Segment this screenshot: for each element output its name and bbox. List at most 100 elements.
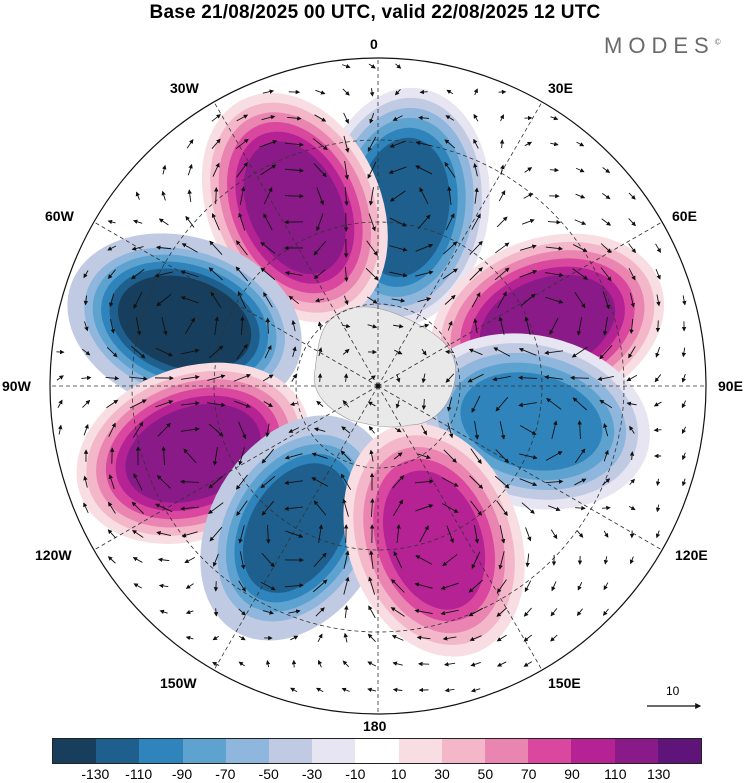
wind-arrow [654,374,662,383]
colorbar-tick-label: 90 [564,766,580,782]
wind-arrow [107,556,116,564]
meridian-line [377,101,543,387]
colorbar-swatch [528,739,572,763]
wind-arrow [180,479,200,484]
wind-arrow [343,632,348,643]
wind-arrow [414,608,433,614]
wind-arrow [133,583,143,589]
wind-arrow [496,500,508,516]
wind-arrow [498,190,506,202]
wind-arrow [681,426,687,435]
wind-arrow [370,498,375,518]
wind-arrow [265,423,270,438]
wind-arrow [288,427,300,433]
brand-text: MODES [604,33,715,58]
wind-arrow [343,112,349,124]
wind-arrow [288,295,299,305]
wind-arrow [603,530,609,538]
colorbar-swatch [225,739,270,763]
wind-arrow [181,375,200,380]
wind-arrow [260,241,276,254]
colorbar-swatch [312,739,356,763]
wind-arrow [523,634,533,642]
wind-arrow [317,321,323,330]
wind-arrow [499,525,506,544]
wind-arrow [421,425,427,436]
wind-arrow [628,505,636,511]
wind-arrow [600,267,612,282]
wind-arrow [444,161,456,178]
wind-arrow [473,88,478,96]
wind-arrow [389,190,406,202]
colorbar-ticks: -130 -110 -90 -70 -50 -30 -10 10 30 50 70 90 110 130 [0,766,750,783]
wind-arrow [629,292,635,308]
wind-arrow [155,245,172,250]
wind-arrow [131,501,145,515]
wind-arrow [603,449,609,462]
wind-arrow [545,246,564,251]
wind-arrow [213,608,219,617]
colorbar-tick-label: -130 [81,766,110,782]
wind-arrow [181,531,198,538]
lon-label-150w: 150W [160,675,197,691]
wind-arrow [213,187,219,205]
wind-arrow [396,373,401,383]
wind-arrow [314,114,327,122]
wind-arrow [157,422,171,437]
wind-arrow [445,213,455,231]
wind-arrow [342,323,351,329]
wind-arrow [211,114,221,122]
polar-map [49,57,707,715]
wind-arrow [518,347,537,356]
wind-arrow [367,661,377,667]
wind-arrow [284,453,303,460]
wind-arrow [496,216,508,228]
wind-arrow [261,500,275,516]
wind-arrow [83,502,89,514]
wind-arrow [263,291,273,308]
wind-arrow [447,422,454,439]
wind-arrow [155,347,174,357]
wind-arrow [421,348,427,356]
wind-arrow [544,375,563,380]
wind-arrow [444,687,455,693]
wind-arrow [470,661,481,667]
wind-arrow [391,298,406,303]
wind-arrow [107,245,117,251]
wind-arrow [391,635,404,641]
wind-arrow [443,449,457,463]
wind-arrow [417,214,431,230]
wind-arrow [238,580,246,593]
wind-arrow [655,347,661,358]
wind-arrow [311,452,328,459]
wind-arrow [572,397,588,411]
wind-arrow [317,373,323,382]
wind-arrow [132,219,143,224]
wind-arrow [343,295,349,306]
wind-arrow [284,480,303,485]
wind-arrow [577,420,582,440]
meridian-line [377,221,663,387]
wind-arrow [161,446,166,466]
wind-arrow [183,448,197,464]
anomaly-contour [383,470,486,610]
wind-arrow [629,451,635,460]
wind-arrow [106,399,119,409]
wind-arrow [681,295,687,306]
wind-arrow [313,269,326,280]
wind-arrow [129,376,148,381]
wind-arrow [574,292,586,309]
wind-arrow [602,505,611,511]
wind-arrow [132,529,144,538]
wind-arrow [312,579,328,593]
lon-label-120w: 120W [35,547,72,563]
wind-arrow [313,552,327,567]
wind-arrow [549,167,560,173]
wind-arrow [601,218,612,226]
wind-arrow [107,529,117,539]
wind-arrow [284,506,303,511]
wind-arrow [520,293,536,307]
wind-arrow [469,267,483,281]
wind-arrow [369,449,374,462]
colorbar-swatch [96,739,140,763]
